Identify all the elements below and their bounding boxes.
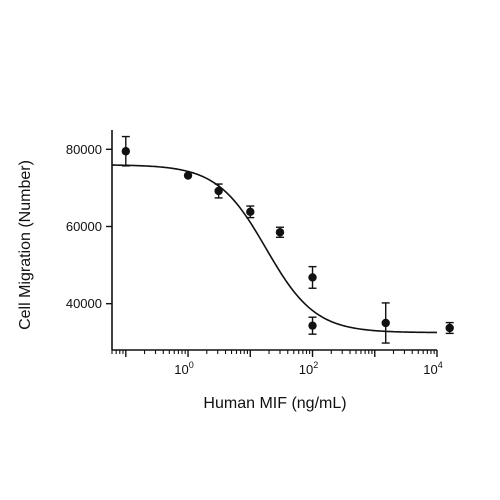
data-points-layer bbox=[121, 135, 454, 344]
x-tick-label: 100 bbox=[174, 360, 193, 377]
axes bbox=[111, 130, 437, 351]
data-point bbox=[183, 171, 193, 180]
data-point bbox=[308, 321, 317, 330]
data-point bbox=[275, 228, 285, 237]
y-tick-label: 80000 bbox=[66, 142, 102, 157]
data-point bbox=[246, 207, 255, 217]
data-point bbox=[381, 318, 390, 328]
x-tick-label: 102 bbox=[299, 360, 318, 377]
ticks: 40000 60000 80000 100 102 104 bbox=[66, 142, 443, 377]
fit-curve-layer bbox=[111, 164, 438, 334]
y-tick-label: 40000 bbox=[66, 296, 102, 311]
data-point bbox=[214, 186, 223, 196]
x-tick-label: 104 bbox=[423, 360, 442, 377]
y-axis-label: Cell Migration (Number) bbox=[17, 160, 34, 330]
data-point bbox=[445, 323, 454, 333]
data-point bbox=[121, 147, 131, 156]
fit-curve bbox=[111, 164, 438, 334]
x-axis-label: Human MIF (ng/mL) bbox=[203, 395, 346, 412]
y-tick-label: 60000 bbox=[66, 219, 102, 234]
data-point bbox=[308, 273, 317, 282]
